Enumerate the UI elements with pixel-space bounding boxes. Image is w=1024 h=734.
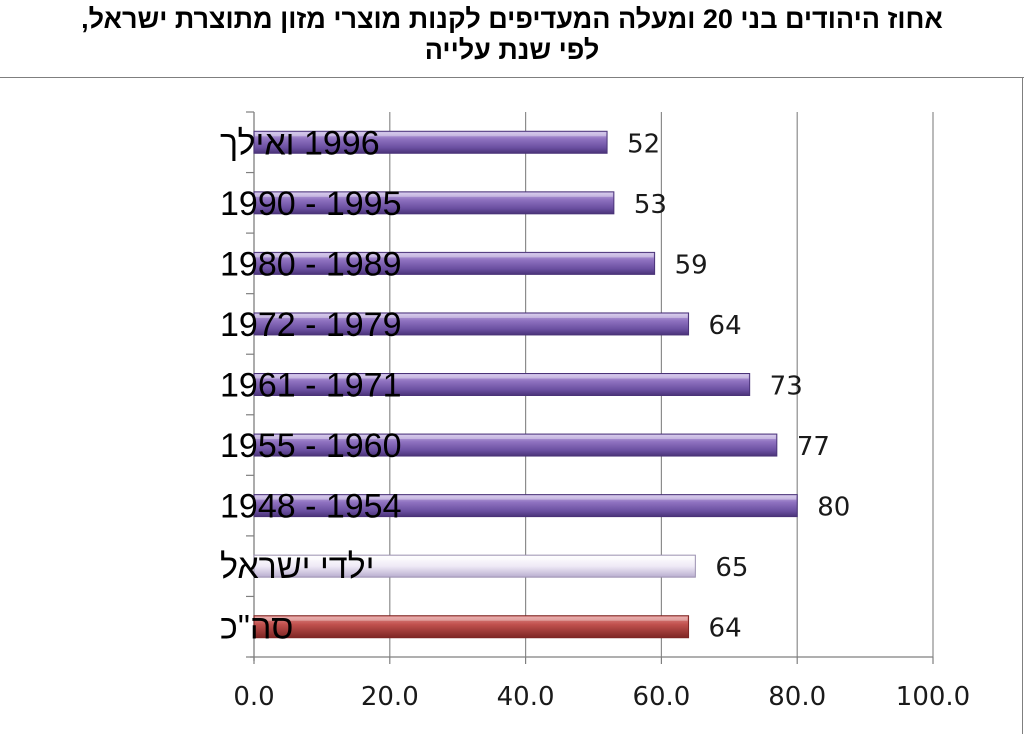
- bar-highlight: [255, 616, 688, 621]
- chart-frame-top: [0, 77, 1024, 78]
- x-tick-label: 0.0: [233, 682, 274, 712]
- bar-highlight: [255, 253, 654, 258]
- category-label: ילדי ישראל: [220, 548, 374, 586]
- category-label: 1971 - 1961: [220, 367, 402, 405]
- category-label: 1996 ואילך: [220, 124, 380, 162]
- data-label: 59: [675, 250, 708, 280]
- data-label: 52: [627, 129, 660, 159]
- category-label: 1995 - 1990: [220, 185, 402, 223]
- bar: [253, 191, 615, 215]
- data-label: 64: [709, 311, 742, 341]
- bar-highlight: [255, 495, 797, 500]
- x-tick-label: 60.0: [632, 682, 690, 712]
- bar: [253, 373, 751, 396]
- category-label: 1989 - 1980: [220, 245, 402, 283]
- category-label: 1979 - 1972: [220, 306, 402, 344]
- chart-title: אחוז היהודים בני 20 ומעלה המעדיפים לקנות…: [0, 0, 1024, 76]
- bar: [253, 312, 690, 336]
- data-label: 53: [634, 190, 667, 220]
- bar-highlight: [255, 374, 749, 379]
- chart-frame-right: [1022, 77, 1023, 734]
- chart-title-line-2: לפי שנת עלייה: [424, 35, 600, 65]
- bar-highlight: [255, 435, 776, 440]
- x-tick-label: 100.0: [896, 682, 970, 712]
- category-label: 1960 - 1955: [220, 427, 402, 465]
- bar: [253, 130, 608, 154]
- bar: [253, 433, 778, 457]
- bar-highlight: [255, 313, 688, 318]
- category-label: סה"כ: [220, 609, 293, 647]
- bar: [253, 615, 690, 639]
- data-label: 77: [797, 432, 830, 462]
- bar-highlight: [255, 132, 607, 137]
- bar-highlight: [255, 192, 613, 197]
- x-tick-label: 20.0: [361, 682, 419, 712]
- x-tick-label: 40.0: [497, 682, 555, 712]
- bars: [253, 130, 798, 639]
- data-label: 65: [715, 553, 748, 583]
- chart-title-line-1: אחוז היהודים בני 20 ומעלה המעדיפים לקנות…: [81, 4, 943, 34]
- data-label: 80: [817, 493, 850, 523]
- bar: [253, 554, 696, 578]
- data-label: 64: [709, 614, 742, 644]
- bar: [253, 251, 656, 275]
- data-label: 73: [770, 372, 803, 402]
- bar-highlight: [255, 556, 695, 561]
- category-label: 1954 - 1948: [220, 488, 402, 526]
- bar: [253, 494, 798, 518]
- labels: 0.0 20.0 40.0 60.0 80.0 100.0 1996 ואילך 52 1995…: [220, 124, 970, 712]
- x-tick-label: 80.0: [768, 682, 826, 712]
